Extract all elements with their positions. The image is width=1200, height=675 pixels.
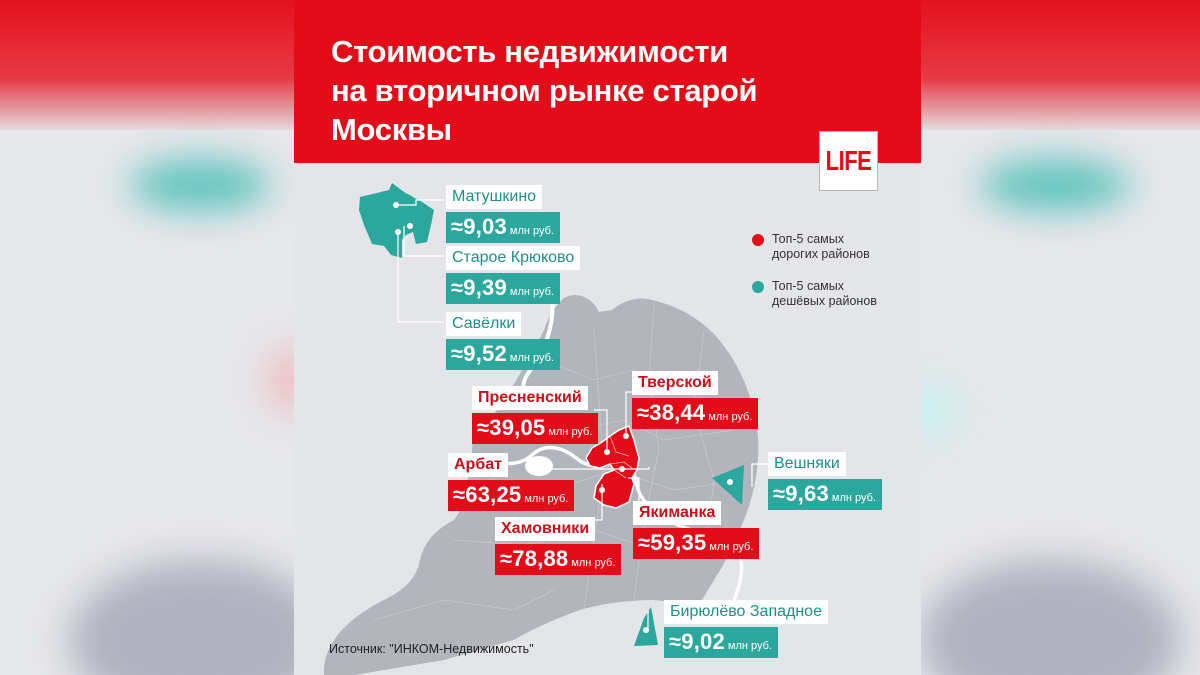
legend-item-expensive: Топ-5 самых дорогих районов <box>752 232 877 262</box>
district-label-presnensky: Пресненский ≈39,05 млн руб. <box>472 386 599 444</box>
district-label-staroe-kryukovo: Старое Крюково ≈9,39 млн руб. <box>446 246 581 304</box>
district-label-matushkino: Матушкино ≈9,03 млн руб. <box>446 185 560 243</box>
district-label-arbat: Арбат ≈63,25 млн руб. <box>448 453 575 511</box>
district-label-yakimanka: Якиманка ≈59,35 млн руб. <box>633 501 760 559</box>
district-label-tverskoy: Тверской ≈38,44 млн руб. <box>632 371 759 429</box>
district-label-veshnyaki: Вешняки ≈9,63 млн руб. <box>768 452 882 510</box>
red-dot-icon <box>752 234 764 246</box>
district-label-biryulevo-zapadnoe: Бирюлёво Западное ≈9,02 млн руб. <box>664 600 828 658</box>
legend: Топ-5 самых дорогих районов Топ-5 самых де… <box>752 232 877 326</box>
district-label-savelki: Савёлки ≈9,52 млн руб. <box>446 312 560 370</box>
header-band: Стоимость недвижимости на вторичном рынк… <box>294 0 921 163</box>
legend-item-cheap: Топ-5 самых дешёвых районов <box>752 279 877 309</box>
page-title: Стоимость недвижимости на вторичном рынк… <box>331 34 758 147</box>
infographic-card: Стоимость недвижимости на вторичном рынк… <box>294 0 921 675</box>
district-label-khamovniki: Хамовники ≈78,88 млн руб. <box>495 517 622 575</box>
life-logo: LIFE <box>819 131 878 191</box>
zelenograd-shape <box>359 183 434 258</box>
center-districts-shape <box>585 425 640 509</box>
teal-dot-icon <box>752 281 764 293</box>
biryulevo-shape <box>634 607 658 646</box>
source-caption: Источник: "ИНКОМ-Недвижимость" <box>329 642 534 656</box>
veshnyaki-shape <box>712 465 744 505</box>
